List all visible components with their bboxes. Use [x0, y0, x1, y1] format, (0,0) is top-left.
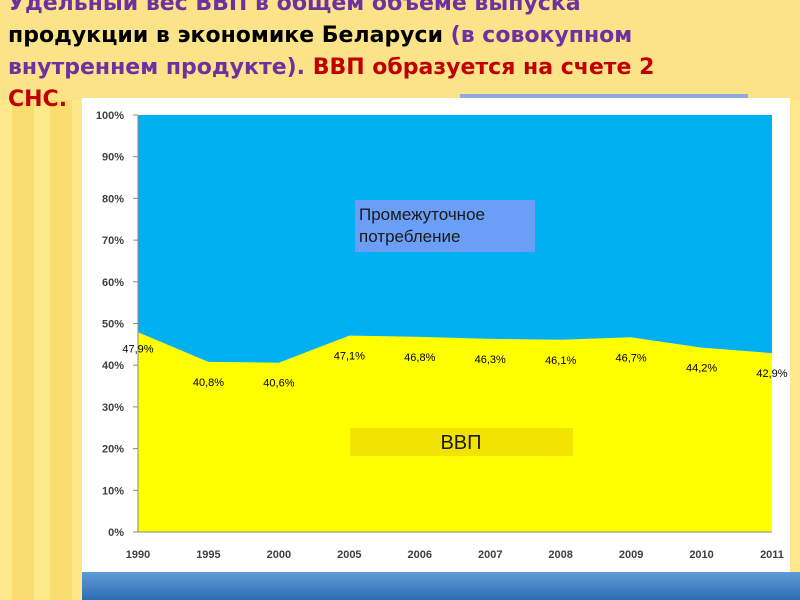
x-tick-label: 1990 [126, 549, 150, 561]
value-label: 40,8% [193, 377, 224, 389]
value-label: 47,9% [122, 343, 153, 355]
title-segment: (в совокупном [451, 23, 633, 48]
value-label: 46,1% [545, 355, 576, 367]
x-tick-label: 1995 [196, 549, 220, 561]
title-line: внутреннем продукте). ВВП образуется на … [8, 55, 654, 80]
x-tick-label: 2000 [267, 549, 291, 561]
value-label: 46,3% [475, 354, 506, 366]
y-tick-label: 30% [102, 402, 124, 414]
x-tick-label: 2011 [760, 549, 784, 561]
x-tick-label: 2005 [337, 549, 361, 561]
title-line: продукции в экономике Беларуси (в совоку… [8, 23, 632, 48]
series-label-box [350, 428, 573, 456]
stripes [12, 100, 72, 600]
y-tick-label: 100% [96, 110, 124, 122]
title-segment: Удельный вес ВВП в общем объеме выпуска [8, 0, 581, 16]
y-tick-label: 90% [102, 152, 124, 164]
title-line: Удельный вес ВВП в общем объеме выпуска [8, 0, 581, 16]
x-tick-label: 2009 [619, 549, 643, 561]
series-label-line: Промежуточное [359, 205, 485, 224]
title-segment: внутреннем продукте). [8, 55, 313, 80]
value-label: 46,8% [404, 352, 435, 364]
title-segment: продукции в экономике Беларуси [8, 23, 451, 48]
x-tick-label: 2006 [408, 549, 432, 561]
y-tick-label: 80% [102, 193, 124, 205]
value-label: 47,1% [334, 351, 365, 363]
title-segment: СНС. [8, 87, 67, 112]
x-tick-label: 2008 [548, 549, 572, 561]
value-label: 42,9% [756, 368, 787, 380]
title-line: СНС. [8, 87, 67, 112]
y-tick-label: 20% [102, 444, 124, 456]
value-label: 40,6% [263, 378, 294, 390]
title-segment: ВВП образуется на счете 2 [313, 55, 655, 80]
y-tick-label: 60% [102, 277, 124, 289]
series-label: Промежуточное потребление [359, 205, 485, 246]
value-label: 44,2% [686, 363, 717, 375]
x-tick-label: 2010 [689, 549, 713, 561]
y-tick-label: 40% [102, 360, 124, 372]
title-band [0, 0, 800, 100]
bottom-bar [82, 572, 800, 600]
value-label: 46,7% [616, 352, 647, 364]
y-tick-label: 0% [108, 527, 124, 539]
series-label-line: потребление [359, 227, 460, 246]
x-tick-label: 2007 [478, 549, 502, 561]
y-tick-label: 10% [102, 485, 124, 497]
y-tick-label: 50% [102, 319, 124, 331]
series-label: ВВП [440, 432, 481, 454]
series-label-box [355, 200, 535, 252]
chart: 0% 10% 20% 30% 40% 50% 60% 70% 80% 90% 100% 1990 199… [96, 110, 788, 561]
y-tick-label: 70% [102, 235, 124, 247]
title: Удельный вес ВВП в общем объеме выпуска п… [8, 0, 654, 112]
